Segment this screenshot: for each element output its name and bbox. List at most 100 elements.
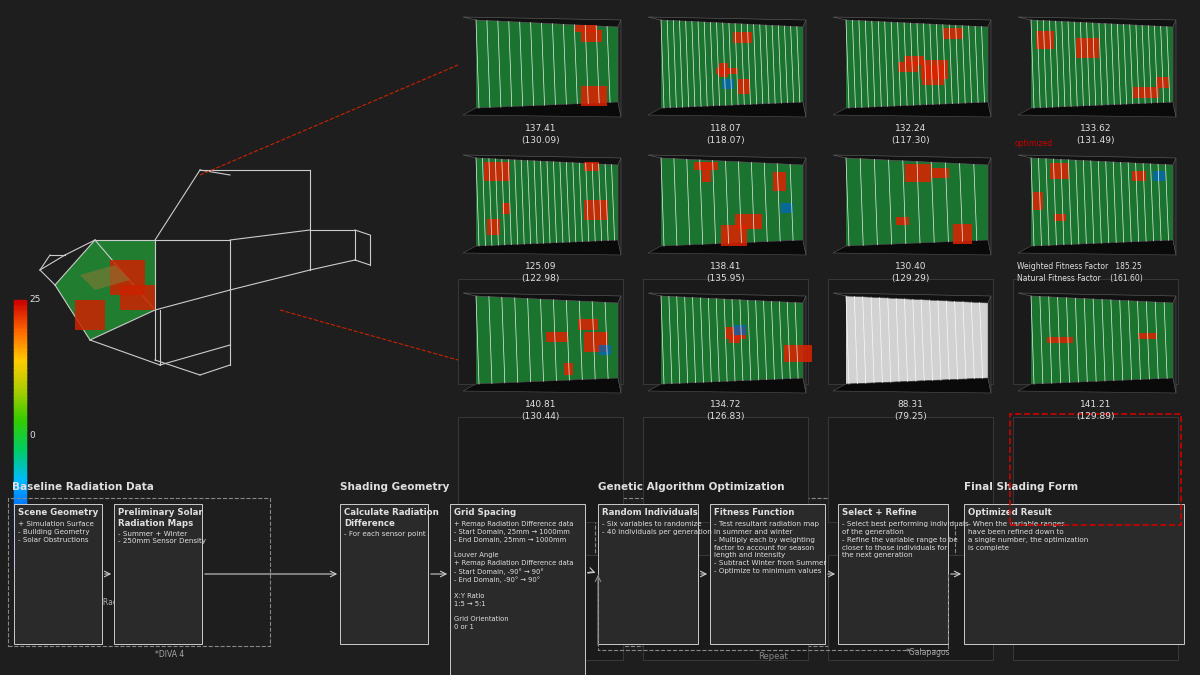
- Bar: [14, 471, 26, 472]
- Bar: [773, 173, 786, 191]
- Bar: [14, 416, 26, 417]
- Bar: [14, 305, 26, 306]
- Bar: [14, 543, 26, 544]
- Bar: [784, 344, 811, 362]
- Bar: [14, 413, 26, 414]
- Bar: [1133, 87, 1159, 98]
- Bar: [14, 463, 26, 464]
- Bar: [14, 487, 26, 489]
- Bar: [14, 458, 26, 459]
- Bar: [14, 520, 26, 521]
- Polygon shape: [833, 155, 991, 165]
- Bar: [14, 479, 26, 481]
- Bar: [14, 439, 26, 440]
- Bar: [14, 374, 26, 375]
- Bar: [14, 537, 26, 539]
- FancyBboxPatch shape: [828, 555, 994, 660]
- Bar: [14, 335, 26, 336]
- Bar: [1054, 215, 1067, 221]
- Bar: [14, 383, 26, 385]
- Polygon shape: [661, 20, 803, 108]
- Polygon shape: [110, 260, 145, 295]
- Bar: [14, 302, 26, 304]
- Polygon shape: [648, 102, 806, 117]
- Text: Scene Geometry: Scene Geometry: [18, 508, 98, 517]
- Bar: [14, 467, 26, 468]
- Bar: [14, 452, 26, 454]
- Text: Optimized Result: Optimized Result: [968, 508, 1051, 517]
- Bar: [14, 402, 26, 404]
- Bar: [14, 440, 26, 441]
- Bar: [14, 475, 26, 477]
- Bar: [14, 301, 26, 302]
- Polygon shape: [803, 20, 806, 117]
- Bar: [14, 459, 26, 460]
- Bar: [14, 396, 26, 397]
- FancyBboxPatch shape: [458, 417, 623, 522]
- Polygon shape: [1018, 17, 1176, 27]
- Bar: [14, 460, 26, 462]
- Polygon shape: [803, 158, 806, 255]
- Bar: [1076, 38, 1099, 57]
- Bar: [14, 468, 26, 470]
- Bar: [14, 563, 26, 564]
- Polygon shape: [1018, 293, 1176, 303]
- Bar: [716, 68, 738, 74]
- Polygon shape: [74, 300, 106, 330]
- Text: - Six variables to randomize
- 40 individuals per generation: - Six variables to randomize - 40 indivi…: [602, 521, 712, 535]
- Bar: [922, 60, 948, 79]
- Bar: [14, 331, 26, 332]
- Polygon shape: [476, 296, 618, 384]
- Bar: [14, 404, 26, 405]
- Bar: [14, 381, 26, 382]
- Polygon shape: [1174, 20, 1176, 117]
- Bar: [564, 363, 572, 375]
- Bar: [14, 540, 26, 541]
- Polygon shape: [988, 296, 991, 393]
- Bar: [14, 304, 26, 305]
- Bar: [14, 401, 26, 402]
- Polygon shape: [846, 296, 988, 384]
- Bar: [14, 556, 26, 558]
- Bar: [14, 408, 26, 409]
- Bar: [14, 564, 26, 566]
- Bar: [14, 356, 26, 358]
- Polygon shape: [1031, 20, 1174, 108]
- Bar: [14, 319, 26, 320]
- Bar: [1050, 163, 1069, 179]
- Polygon shape: [988, 20, 991, 117]
- Bar: [14, 508, 26, 509]
- Bar: [14, 410, 26, 412]
- Bar: [14, 373, 26, 374]
- Bar: [14, 370, 26, 371]
- Bar: [14, 333, 26, 335]
- Bar: [14, 364, 26, 366]
- Bar: [14, 552, 26, 554]
- FancyBboxPatch shape: [838, 504, 948, 644]
- Bar: [14, 494, 26, 495]
- Bar: [14, 451, 26, 452]
- Bar: [14, 464, 26, 466]
- Bar: [734, 214, 762, 230]
- Text: Calculate Radiation
Difference: Calculate Radiation Difference: [344, 508, 439, 528]
- Polygon shape: [476, 158, 618, 246]
- Bar: [695, 162, 718, 170]
- FancyBboxPatch shape: [450, 504, 586, 675]
- Bar: [14, 362, 26, 363]
- Text: 140.81
(130.44): 140.81 (130.44): [521, 400, 559, 421]
- Text: - Select best performing individuals
of the generation
- Refine the variable ran: - Select best performing individuals of …: [842, 521, 968, 558]
- Bar: [14, 332, 26, 333]
- Bar: [14, 506, 26, 508]
- Polygon shape: [1031, 296, 1174, 384]
- FancyBboxPatch shape: [1013, 417, 1178, 522]
- Bar: [14, 320, 26, 321]
- Bar: [14, 495, 26, 497]
- Bar: [14, 450, 26, 451]
- Bar: [14, 327, 26, 328]
- Bar: [14, 397, 26, 398]
- Bar: [14, 312, 26, 313]
- Text: 25: 25: [29, 296, 41, 304]
- Bar: [484, 163, 510, 181]
- Bar: [578, 319, 598, 331]
- Bar: [14, 472, 26, 474]
